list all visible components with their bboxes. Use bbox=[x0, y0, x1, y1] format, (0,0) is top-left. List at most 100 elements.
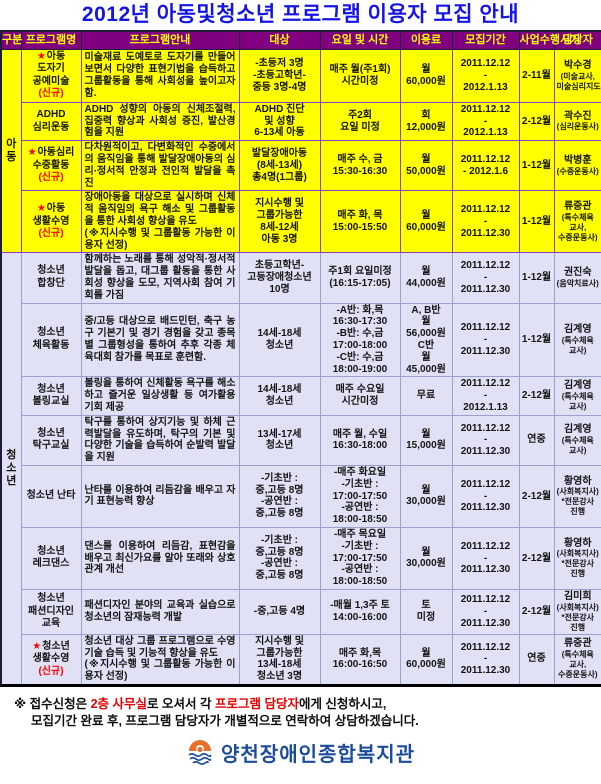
fee-cell: 월 15,000원 bbox=[399, 414, 453, 466]
manager-name: 김계영 bbox=[563, 324, 592, 336]
header-category: 구분 bbox=[0, 30, 22, 50]
program-description-cell: 함께하는 노래를 통해 성악적·정서적 발달을 돕고, 대그룹 활동을 통한 사… bbox=[80, 252, 240, 304]
target-cell: -기초반 : 중,고등 8명 -공연반 : 중,고등 8명 bbox=[238, 526, 321, 590]
table-row: 청소년 탁구교실 탁구를 통하여 상지기능 및 하체 근력발달을 유도하며, 탁구의… bbox=[1, 414, 601, 466]
category-cell: 아 동 bbox=[0, 48, 22, 254]
period-cell: 2011.12.12 - 2011.12.30 bbox=[451, 190, 520, 254]
target-cell: 13세-17세 청소년 bbox=[238, 414, 321, 466]
period-cell: 2011.12.12 - 2012.1.13 bbox=[451, 48, 520, 103]
fee-cell: 회 12,000원 bbox=[399, 101, 453, 142]
header-target: 대상 bbox=[238, 30, 321, 50]
program-name-cell: 청소년 탁구교실 bbox=[20, 414, 82, 466]
period-cell: 2011.12.12 - 2012.1.13 bbox=[451, 101, 520, 142]
schedule-cell: 매주 수요일 시간미정 bbox=[319, 376, 401, 416]
manager-qualification: (특수체육 교사, 수중운동사) bbox=[558, 650, 598, 680]
program-description-cell: 댄스를 이용하여 리듬감, 표현감을 배우고 최신가요를 알아 또래와 상호관계… bbox=[80, 526, 240, 590]
manager-cell: 곽수진 (심리운동사) bbox=[553, 101, 601, 142]
target-cell: -기초반 : 중,고등 8명 -공연반 : 중,고등 8명 bbox=[238, 464, 321, 528]
header-schedule: 요일 및 시간 bbox=[319, 30, 401, 50]
program-name-cell: ★청소년 생활수영 (신규) bbox=[20, 633, 82, 686]
target-cell: 발달장애아동 (8세-13세) 총4명(1그룹) bbox=[238, 140, 321, 192]
fee-cell: 월 30,000원 bbox=[399, 464, 453, 528]
logo: 양천장애인종합복지관 bbox=[0, 738, 601, 767]
new-program-star-icon: ★ bbox=[36, 203, 46, 215]
program-name-cell: 청소년 체육활동 bbox=[20, 302, 82, 378]
header-fee: 이용료 bbox=[399, 30, 453, 50]
new-program-star-icon: ★ bbox=[32, 640, 42, 652]
period-cell: 2011.12.12 - 2012.1.6 bbox=[451, 140, 520, 192]
manager-cell: 김계영 (특수체육 교사) bbox=[553, 414, 601, 466]
period-cell: 2011.12.12 - 2011.12.30 bbox=[451, 414, 520, 466]
program-description-cell: 다차원적이고, 다변화적인 수중에서의 움직임을 통해 발달장애아동의 심리·정… bbox=[80, 140, 240, 192]
footer-highlight-manager: 프로그램 담당자 bbox=[214, 696, 299, 711]
schedule-cell: -매주 화요일 -기초반 : 17:00-17:50 -공연반 : 18:00-… bbox=[319, 464, 401, 528]
table-header-row: 구분 프로그램명 프로그램안내 대상 요일 및 시간 이용료 모집기간 사업수행… bbox=[0, 30, 601, 50]
table-row: 청소년 난타 난타를 이용하여 리듬감을 배우고 자기 표현능력 향상 -기초반 :… bbox=[1, 464, 601, 528]
manager-cell: 황영하 (사회복지사) *전문강사 진행 bbox=[553, 464, 601, 528]
program-description-cell: 탁구를 통하여 상지기능 및 하체 근력발달을 유도하며, 탁구의 기본 및 다… bbox=[80, 414, 240, 466]
footer-line-1: ※ 접수신청은 2층 사무실로 오셔서 각 프로그램 담당자에게 신청하시고, bbox=[14, 696, 387, 711]
manager-qualification: (미술교사, 미술심리지도사) bbox=[556, 71, 601, 91]
manager-qualification: (특수체육 교사, 수중운동사) bbox=[558, 212, 598, 242]
season-cell: 1-12월 bbox=[518, 140, 555, 192]
manager-extra-note: *전문강사 진행 bbox=[561, 612, 595, 632]
manager-qualification: (음악치료사) bbox=[556, 278, 599, 288]
table-row: 청 소 년 청소년 합창단 함께하는 노래를 통해 성악적·정서적 발달을 돕고, 대… bbox=[0, 252, 601, 686]
manager-name: 박병훈 bbox=[563, 154, 592, 166]
welfare-center-logo-icon bbox=[188, 740, 212, 766]
schedule-cell: 매주 수, 금 15:30-16:30 bbox=[319, 140, 401, 192]
new-badge: (신규) bbox=[38, 228, 64, 240]
manager-qualification: (심리운동사) bbox=[556, 122, 599, 132]
manager-qualification: (수중운동사) bbox=[556, 166, 599, 176]
fee-cell: 월 30,000원 bbox=[399, 526, 453, 590]
header-manager: 담당자 bbox=[553, 30, 601, 50]
table-row: 청소년 볼링교실 볼링을 통하여 신체활동 욕구를 해소하고 즐거운 일상생활 등 … bbox=[1, 376, 601, 416]
program-name-cell: 청소년 볼링교실 bbox=[20, 376, 82, 416]
period-cell: 2011.12.12 - 2011.12.30 bbox=[451, 633, 520, 686]
manager-name: 권진숙 bbox=[563, 267, 592, 279]
table-row: 아 동 ★아동 도자기 공예미술 (신규) 미술재료 도예토로 도자기를 만들어보면서 다… bbox=[0, 48, 601, 254]
new-badge: (신규) bbox=[38, 172, 64, 184]
program-description-cell: 미술재료 도예토로 도자기를 만들어보면서 다양한 표현기법을 습득하고 그룹활… bbox=[80, 48, 240, 103]
footer-line-2: 모집기간 완료 후, 프로그램 담당자가 개별적으로 연락하여 상담하겠습니다. bbox=[31, 713, 419, 728]
manager-name: 곽수진 bbox=[563, 110, 592, 122]
table-row: 청소년 패션디자인 교육 패션디자인 분야의 교육과 실습으로 청소년의 잠재능력 개… bbox=[1, 588, 601, 635]
manager-qualification: (특수체육 교사) bbox=[561, 335, 594, 355]
fee-cell: 월 50,000원 bbox=[399, 140, 453, 192]
table-row: 청소년 체육활동 중/고등 대상으로 배드민턴, 축구 농구 기본기 및 경기 경험… bbox=[1, 302, 601, 378]
target-cell: 지시수행 및 그룹가능한 8세-12세 아동 3명 bbox=[238, 190, 321, 254]
new-program-star-icon: ★ bbox=[36, 50, 46, 62]
period-cell: 2011.12.12 - 2011.12.30 bbox=[451, 588, 520, 635]
manager-name: 박수경 bbox=[563, 59, 592, 71]
table-row: ★아동 생활수영 (신규) 장애아동을 대상으로 실시하며 신체적 움직임의 욕구 해… bbox=[1, 190, 601, 254]
target-cell: 14세-18세 청소년 bbox=[238, 302, 321, 378]
season-cell: 2-12월 bbox=[518, 464, 555, 528]
new-badge: (신규) bbox=[38, 665, 64, 677]
manager-cell: 박수경(미술교사, 미술심리지도사) bbox=[553, 48, 601, 103]
header-program-name: 프로그램명 bbox=[20, 30, 82, 50]
season-cell: 2-12월 bbox=[518, 588, 555, 635]
manager-name: 황영하 bbox=[563, 475, 592, 487]
target-cell: ADHD 진단 및 성향 6-13세 아동 bbox=[238, 101, 321, 142]
season-cell: 연중 bbox=[518, 414, 555, 466]
target-cell: 초등고학년- 고등장애청소년 10명 bbox=[238, 252, 321, 304]
manager-name: 김미희 bbox=[563, 590, 592, 602]
table-row: ADHD 심리운동 ADHD 성향의 아동의 신체조절력, 집중력 향상과 사회성 … bbox=[1, 101, 601, 142]
page-title: 2012년 아동및청소년 프로그램 이용자 모집 안내 bbox=[81, 3, 520, 26]
period-cell: 2011.12.12 - 2011.12.30 bbox=[451, 526, 520, 590]
manager-qualification: (사회복지사) bbox=[556, 549, 599, 559]
program-description-cell: ADHD 성향의 아동의 신체조절력, 집중력 향상과 사회성 증진, 발산경험… bbox=[80, 101, 240, 142]
schedule-cell: -매월 1,3주 토 14:00-16:00 bbox=[319, 588, 401, 635]
program-name-cell: 청소년 난타 bbox=[20, 464, 82, 528]
table-row: ★아동심리 수중활동 (신규) 다차원적이고, 다변화적인 수중에서의 움직임을 통해… bbox=[1, 140, 601, 192]
manager-cell: 박병훈 (수중운동사) bbox=[553, 140, 601, 192]
target-cell: 지시수행 및 그룹가능한 13세-18세 청소년 3명 bbox=[238, 633, 321, 686]
table-row: 청소년 레크댄스 댄스를 이용하여 리듬감, 표현감을 배우고 최신가요를 알아 또… bbox=[1, 526, 601, 590]
manager-cell: 황영하 (사회복지사) *전문강사 진행 bbox=[553, 526, 601, 590]
manager-qualification: (사회복지사) bbox=[556, 602, 599, 612]
schedule-cell: 매주 화,목 16:00-16:50 bbox=[319, 633, 401, 686]
period-cell: 2011.12.12 - 2011.12.30 bbox=[451, 302, 520, 378]
fee-cell: 월 60,000원 bbox=[399, 633, 453, 686]
new-program-star-icon: ★ bbox=[27, 147, 37, 159]
program-name-cell: 청소년 합창단 bbox=[20, 252, 82, 304]
